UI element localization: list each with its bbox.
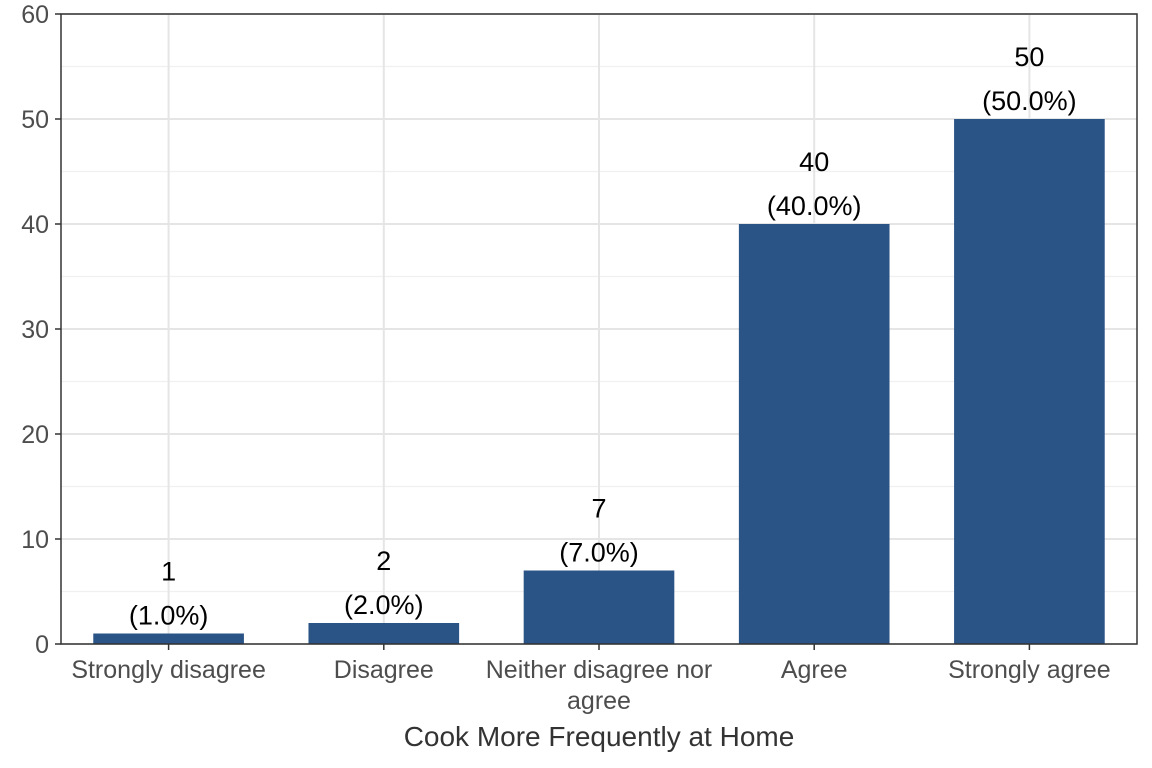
bar-percent-label: (50.0%) [982, 86, 1077, 116]
bar-percent-label: (1.0%) [129, 601, 209, 631]
y-axis: 0 10 20 30 40 50 60 [21, 1, 61, 659]
x-tick-label: Agree [781, 656, 848, 684]
bar-strongly-agree [954, 119, 1105, 644]
y-tick-label: 20 [21, 421, 49, 449]
bar-neither-disagree-nor-agree [523, 570, 675, 644]
bar-count-label: 2 [376, 546, 391, 576]
y-tick-label: 60 [21, 1, 49, 29]
y-tick-label: 40 [21, 211, 49, 239]
x-tick-label: Neither disagree nor [486, 656, 713, 684]
bar-strongly-disagree [93, 633, 244, 644]
bar-count-label: 50 [1014, 42, 1044, 72]
bar-percent-label: (7.0%) [559, 538, 639, 568]
x-tick-label: agree [567, 687, 631, 715]
bar-agree [738, 224, 890, 644]
bar-count-label: 40 [799, 147, 829, 177]
data-labels: 1 (1.0%) 2 (2.0%) 7 (7.0%) 40 (40.0%) 50 (50.0%) [129, 42, 1077, 631]
bars [93, 119, 1105, 644]
x-tick-label: Disagree [334, 656, 434, 684]
x-axis-title: Cook More Frequently at Home [404, 721, 795, 752]
bar-percent-label: (2.0%) [344, 590, 424, 620]
y-tick-label: 0 [35, 631, 49, 659]
bar-count-label: 1 [161, 557, 176, 587]
bar-percent-label: (40.0%) [767, 191, 862, 221]
y-tick-label: 50 [21, 106, 49, 134]
bar-disagree [308, 623, 460, 644]
x-tick-label: Strongly agree [948, 656, 1111, 684]
x-tick-label: Strongly disagree [71, 656, 266, 684]
x-axis: Strongly disagree Disagree Neither disagre… [71, 644, 1111, 715]
y-tick-label: 10 [21, 526, 49, 554]
y-tick-label: 30 [21, 316, 49, 344]
bar-count-label: 7 [591, 494, 606, 524]
